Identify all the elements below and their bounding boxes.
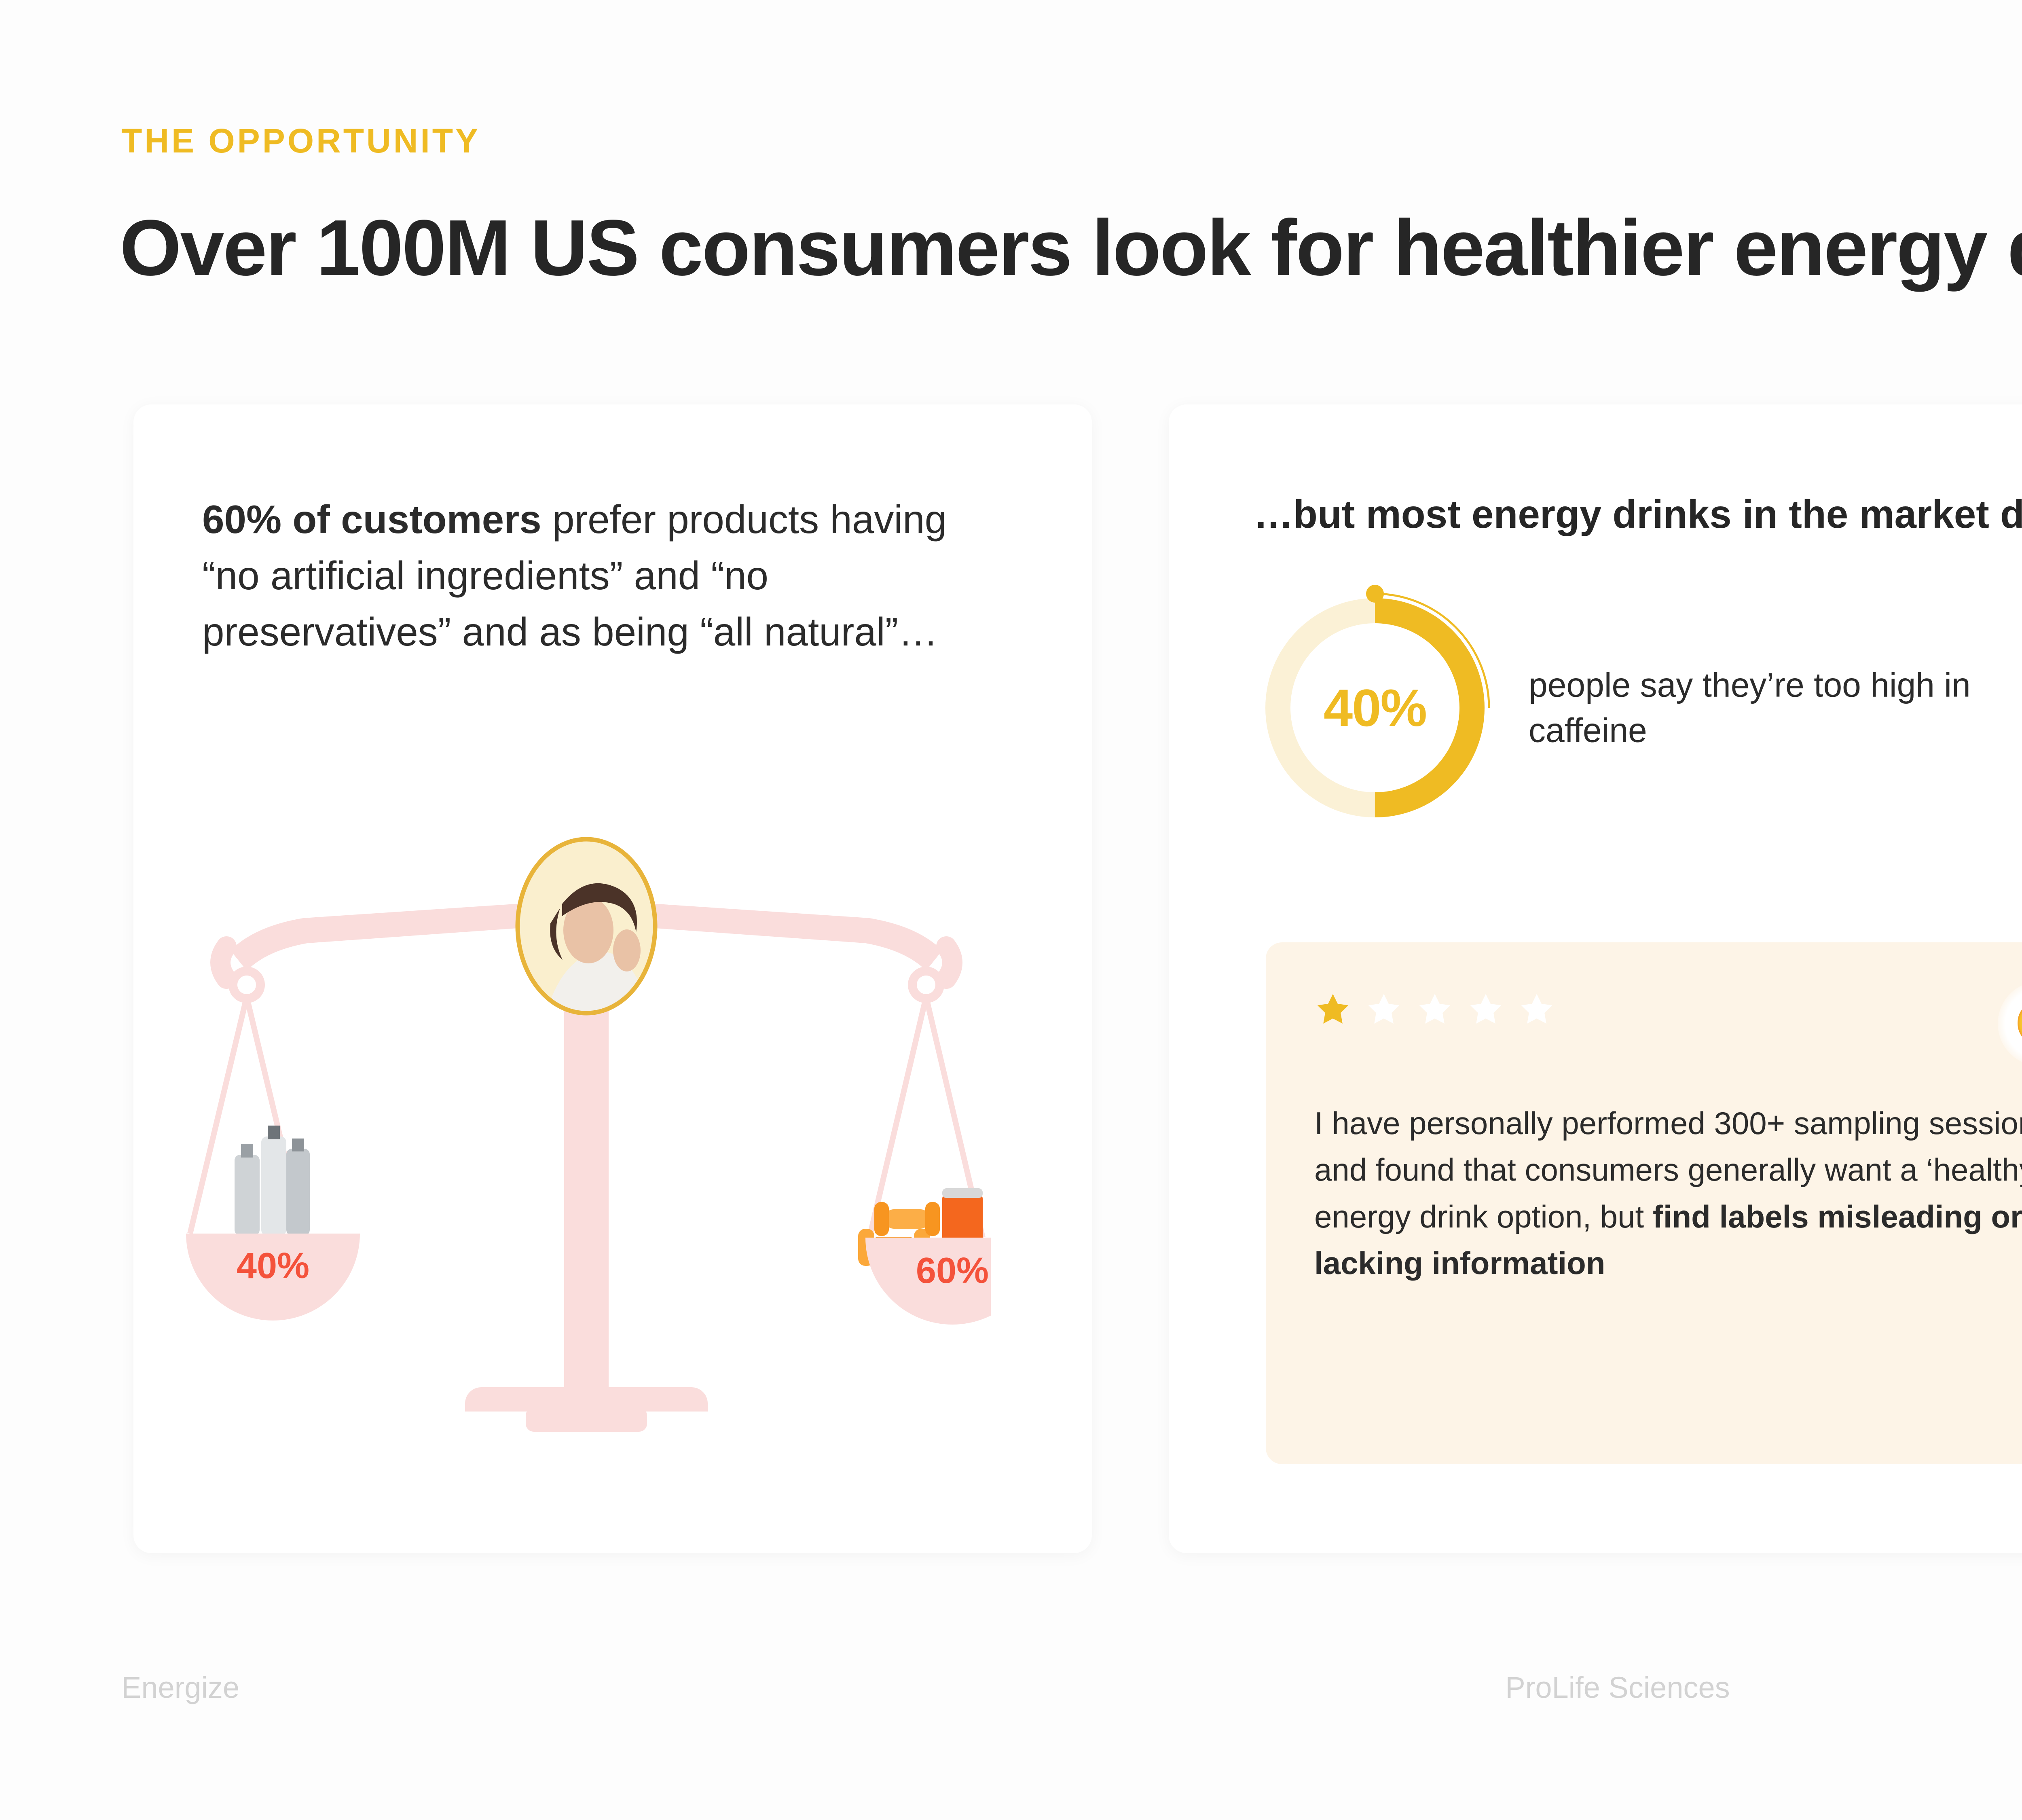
right-card-heading: …but most energy drinks in the market do… xyxy=(1254,492,2022,536)
scale-right-label: 60% xyxy=(916,1251,989,1291)
footer-brand: Energize xyxy=(121,1671,240,1704)
testimonial-text-1-plain: I have personally performed 300+ samplin… xyxy=(1314,1105,2022,1234)
testimonial-text-1-bold: find labels misleading or lacking inform… xyxy=(1314,1198,2022,1281)
page-title: Over 100M US consumers look for healthie… xyxy=(120,203,2022,292)
scale-left-label: 40% xyxy=(237,1246,309,1286)
balance-scale-illustration: 40% 60% xyxy=(186,837,991,1432)
footer-company: ProLife Sciences xyxy=(1505,1671,1730,1704)
star-rating-1 xyxy=(1314,991,1555,1028)
scale-left-items xyxy=(235,1126,310,1236)
eyebrow-label: THE OPPORTUNITY xyxy=(121,122,481,160)
left-card-statement: 60% of customers prefer products having … xyxy=(202,491,979,660)
donut-value-1: 40% xyxy=(1323,678,1427,737)
star-icon-empty xyxy=(1419,994,1451,1024)
star-icon-filled xyxy=(1317,994,1349,1024)
star-icon-empty xyxy=(1470,994,1502,1024)
testimonial-card-1: 😪 I have personally performed 300+ sampl… xyxy=(1266,942,2022,1464)
portrait-avatar xyxy=(515,837,658,1016)
donut-caption-1: people say they’re too high in caffeine xyxy=(1529,666,1971,749)
testimonial-text-1: I have personally performed 300+ samplin… xyxy=(1314,1100,2022,1287)
left-card-statement-bold: 60% of customers xyxy=(202,497,541,542)
sleepy-face-emoji-badge: 😪 xyxy=(1998,981,2022,1066)
star-icon-empty xyxy=(1521,994,1552,1024)
stat-donut-group-1: 40% people say they’re too high in caffe… xyxy=(1246,578,1971,837)
star-icon-empty xyxy=(1368,994,1400,1024)
donut-chart-caffeine: 40% xyxy=(1246,578,1521,837)
left-card-statement-rest: prefer products having “no artificial in… xyxy=(202,497,947,654)
sleepy-face-emoji: 😪 xyxy=(2014,1003,2022,1045)
